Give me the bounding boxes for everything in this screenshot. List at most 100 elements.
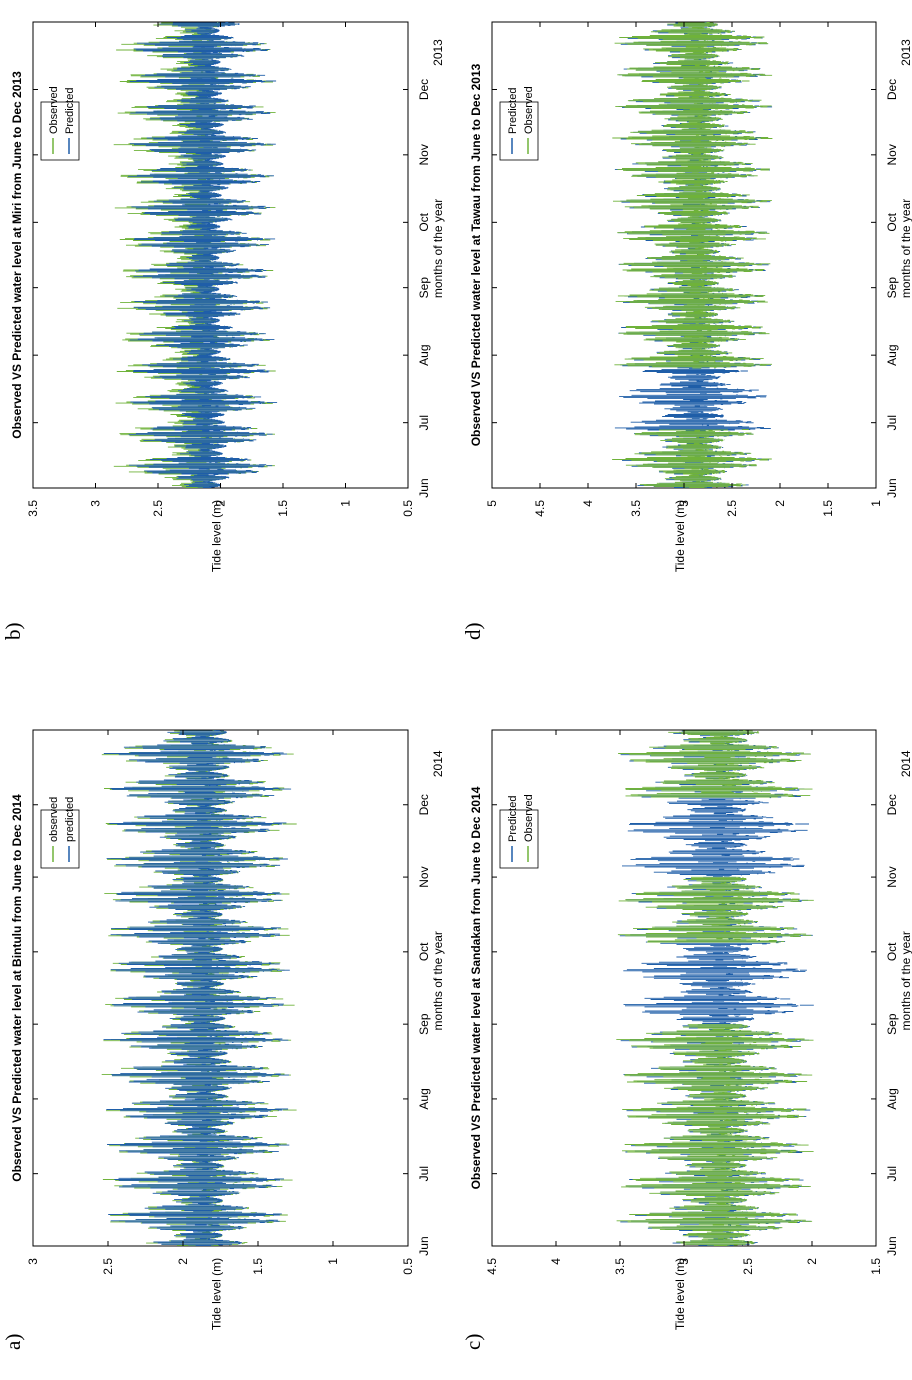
legend-entry: Observed [523, 794, 535, 842]
plot-frame [491, 729, 877, 1247]
value-tick-label: 0.5 [401, 500, 415, 517]
time-tick-label: Dec [885, 794, 899, 815]
time-tick-label: Aug [885, 1088, 899, 1109]
panel-letter: d) [461, 623, 485, 641]
time-tick-label: Oct [417, 212, 431, 231]
value-tick-label: 1 [326, 1258, 340, 1265]
time-tick-label: Jul [885, 1166, 899, 1181]
time-tick-label: Jun [885, 478, 899, 497]
time-tick-label: Sep [885, 277, 899, 299]
legend-box [40, 101, 80, 161]
series-predicted [619, 730, 814, 1246]
value-tick-label: 2.5 [101, 1258, 115, 1275]
value-tick-label: 2 [773, 500, 787, 507]
time-tick-label: Dec [885, 79, 899, 100]
time-tick-label: Sep [885, 1013, 899, 1035]
year-label: 2014 [431, 750, 445, 777]
panel-c: c) 1.5 2 2.5 3 3.5 4 4.5 Jun Jul Aug Sep Oct Nov Dec 20… [461, 729, 912, 1350]
value-tick-label: 0.5 [401, 1258, 415, 1275]
value-tick-label: 3 [677, 500, 691, 507]
time-tick-label: Oct [417, 942, 431, 961]
value-tick-label: 1.5 [276, 500, 290, 517]
year-label: 2013 [899, 39, 912, 66]
value-tick-label: 2 [805, 1258, 819, 1265]
time-tick-label: Nov [885, 866, 899, 887]
value-tick-label: 1 [869, 500, 883, 507]
time-tick-label: Jun [417, 478, 431, 497]
series-observed [612, 22, 773, 488]
value-tick-label: 3 [677, 1258, 691, 1265]
year-label: 2014 [899, 750, 912, 777]
plot-frame [32, 729, 409, 1247]
chart-title: Observed VS Predicted water level at Mir… [10, 71, 24, 439]
legend-box [499, 101, 539, 161]
year-label: 2013 [431, 39, 445, 66]
time-tick-label: Aug [417, 344, 431, 365]
time-tick-label: Jul [417, 1166, 431, 1181]
value-tick-label: 3 [89, 500, 103, 507]
time-tick-label: Aug [417, 1088, 431, 1109]
chart-title: Observed VS Predicted water level at Bin… [10, 794, 24, 1182]
time-tick-label: Dec [417, 794, 431, 815]
series-line [128, 22, 278, 488]
legend-entry: Predicted [64, 88, 76, 134]
value-tick-label: 3.5 [26, 500, 40, 517]
time-tick-label: Oct [885, 942, 899, 961]
time-tick-label: Sep [417, 277, 431, 299]
legend-entry: Observed [523, 86, 535, 134]
value-tick-label: 2 [214, 500, 228, 507]
panel-letter: c) [461, 1334, 485, 1350]
y-axis-label: Tide level (m) [210, 1258, 224, 1330]
chart-title: Observed VS Predicted water level at San… [469, 786, 483, 1189]
value-tick-label: 1 [339, 500, 353, 507]
value-tick-label: 1.5 [821, 500, 835, 517]
time-tick-label: Aug [885, 344, 899, 365]
legend-box [499, 809, 539, 869]
panel-letter: a) [1, 1334, 25, 1350]
x-axis-label: months of the year [899, 931, 912, 1030]
value-tick-label: 4.5 [533, 500, 547, 517]
y-axis-label: Tide level (m) [673, 500, 687, 572]
x-axis-label: months of the year [431, 199, 445, 298]
time-tick-label: Oct [885, 212, 899, 231]
value-tick-label: 2.5 [725, 500, 739, 517]
time-tick-label: Nov [417, 144, 431, 165]
value-tick-label: 4 [581, 500, 595, 507]
legend-box [40, 809, 80, 869]
value-tick-label: 3.5 [613, 1258, 627, 1275]
value-tick-label: 2.5 [151, 500, 165, 517]
legend-entry: Predicted [507, 796, 519, 842]
time-tick-label: Nov [417, 866, 431, 887]
value-tick-label: 4.5 [485, 1258, 499, 1275]
panel-a: a) 0.5 1 1.5 2 2.5 3 Jun Jul Aug Sep Oct Nov Dec 2014 m… [1, 729, 445, 1350]
legend-entry: predicted [64, 797, 76, 842]
y-axis-label: Tide level (m) [673, 1258, 687, 1330]
time-tick-label: Jul [417, 415, 431, 430]
series-line [619, 730, 814, 1246]
value-tick-label: 4 [549, 1258, 563, 1265]
panel-d: d) 1 1.5 2 2.5 3 3.5 4 4.5 5 Jun Jul Aug Sep Oct Nov Dec… [461, 21, 912, 641]
time-tick-label: Dec [417, 79, 431, 100]
series-line [612, 22, 773, 488]
time-tick-label: Sep [417, 1013, 431, 1035]
legend-entry: Observed [48, 86, 60, 134]
series-predicted [103, 730, 292, 1246]
time-tick-label: Jun [885, 1236, 899, 1255]
legend-entry: observed [48, 797, 60, 842]
chart-title: Observed VS Predicted water level at Taw… [469, 63, 483, 446]
plot-frame [32, 21, 409, 489]
x-axis-label: months of the year [431, 931, 445, 1030]
value-tick-label: 2 [176, 1258, 190, 1265]
panel-b: b) 0.5 1 1.5 2 2.5 3 3.5 Jun Jul Aug Sep Oct Nov Dec20… [1, 21, 445, 640]
value-tick-label: 5 [485, 500, 499, 507]
series-observed [616, 730, 814, 1246]
value-tick-label: 1.5 [251, 1258, 265, 1275]
value-tick-label: 3.5 [629, 500, 643, 517]
legend-entry: Predicted [507, 88, 519, 134]
value-tick-label: 2.5 [741, 1258, 755, 1275]
value-tick-label: 3 [26, 1258, 40, 1265]
time-tick-label: Jul [885, 415, 899, 430]
time-tick-label: Jun [417, 1236, 431, 1255]
time-tick-label: Nov [885, 144, 899, 165]
